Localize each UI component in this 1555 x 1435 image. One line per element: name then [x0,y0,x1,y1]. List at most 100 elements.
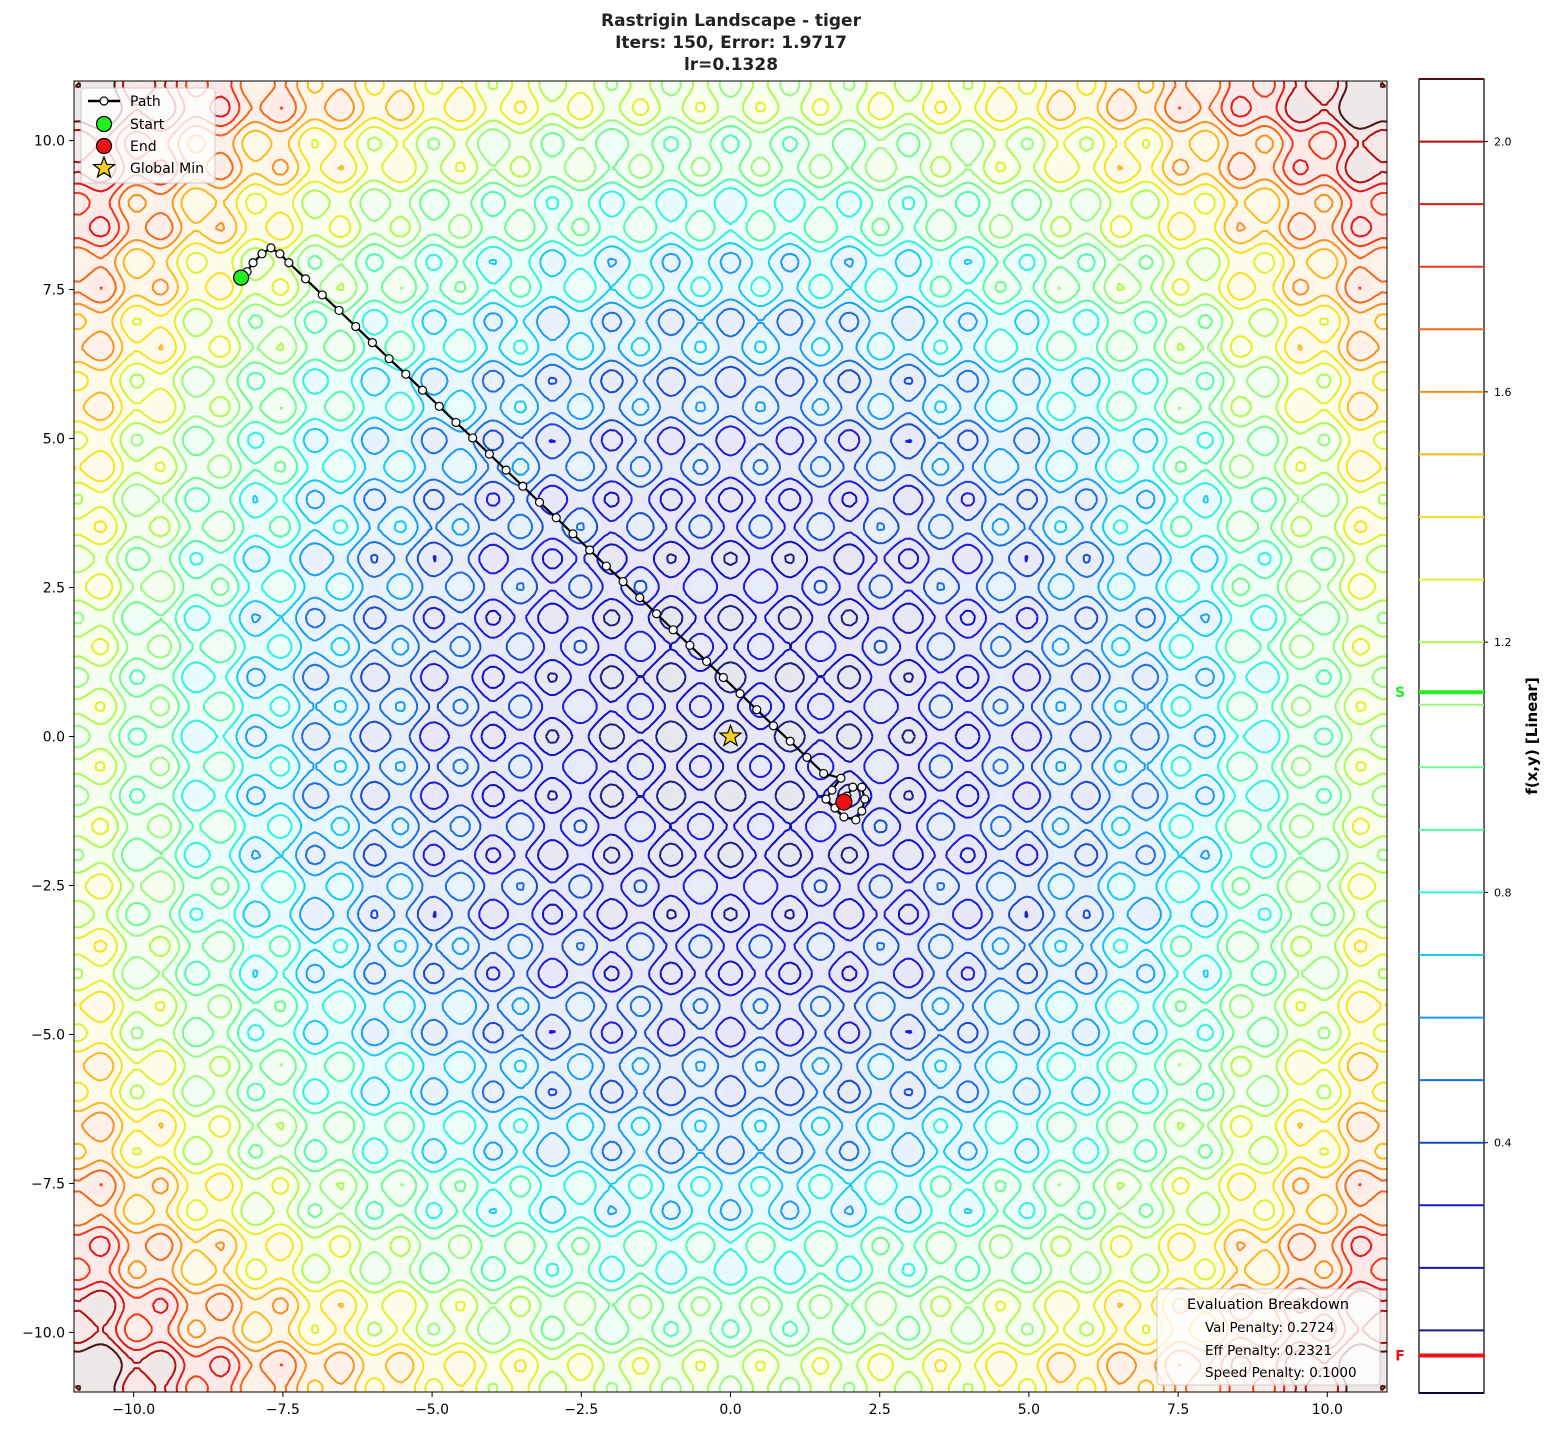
path-point [518,481,528,491]
x-tick-label: −5.0 [415,1402,449,1418]
chart-title-line-1: Rastrigin Landscape - tiger [601,11,862,31]
legend-label-global-min: Global Min [130,161,204,177]
path-point [266,243,276,253]
contour-level-1.5 [73,80,1388,1393]
path-point [534,497,545,507]
contour-level-0.1 [545,551,916,922]
path-point [601,561,611,571]
colorbar-tick-label: 1.6 [1494,386,1512,399]
x-tick-label: 5.0 [1018,1402,1040,1418]
x-tick-label: 7.5 [1167,1402,1189,1418]
path-point [317,290,327,300]
path-point [718,672,728,683]
x-tick-label: −7.5 [266,1402,300,1418]
path-point [668,625,678,635]
legend-label-path: Path [130,94,161,110]
path-point [351,321,361,332]
x-axis: −10.0 −7.5 −5.0 −2.5 0.0 2.5 5.0 7.5 10.0 [112,1392,1343,1418]
x-tick-label: −10.0 [112,1402,155,1418]
y-tick-label: −2.5 [31,878,65,894]
path-point [785,736,795,746]
path-point [284,258,294,268]
path-point [585,545,595,555]
path-point [752,705,762,715]
legend: Path Start End Global Min [80,87,216,184]
path-point [618,576,628,587]
path-point [702,656,712,667]
legend-label-start: Start [130,117,165,133]
path-point [848,782,858,792]
path-point [836,773,846,783]
path-point [384,354,394,364]
path-point [768,721,779,731]
path-point [401,369,411,379]
evaluation-breakdown-box: Evaluation Breakdown Val Penalty: 0.2724… [1156,1288,1381,1386]
path-point [367,338,378,348]
path-point [802,752,812,762]
path-point [468,433,478,443]
legend-label-end: End [130,139,157,155]
path-point [735,688,745,699]
colorbar-marker-label: S [1395,685,1405,701]
colorbar-label: f(x,y) [Linear] [1523,677,1541,794]
colorbar-tick-label: 2.0 [1494,136,1512,149]
contour-level-1.1 [73,80,1388,1393]
path-point [248,258,258,268]
y-tick-label: 0.0 [43,730,65,746]
path-point [821,794,831,804]
x-tick-label: 2.5 [869,1402,891,1418]
path-point [334,305,344,316]
contour-lines [73,80,1388,1393]
y-tick-label: −10.0 [22,1325,65,1341]
path-point [501,465,511,475]
y-tick-label: −5.0 [31,1027,65,1043]
legend-star-icon [91,155,117,179]
chart-title-line-2: Iters: 150, Error: 1.9717 [615,33,847,53]
path-point [568,529,578,539]
start-marker [233,269,250,286]
path-point [417,385,428,395]
path-point [635,593,645,603]
colorbar-tick-label: 0.4 [1494,1137,1512,1150]
contour-level-0.7 [235,242,1226,1231]
legend-end-marker [95,137,113,155]
path-point [827,785,837,795]
chart-title-line-3: lr=0.1328 [684,55,778,75]
path-point [839,812,849,822]
contour-level-0.9 [127,134,1334,1339]
contour-level-1.4 [73,80,1388,1393]
contour-level-1.6 [73,80,1388,1393]
path-point [451,417,461,428]
x-tick-label: −2.5 [564,1402,598,1418]
y-tick-label: 10.0 [34,134,65,150]
legend-start-marker [95,115,113,133]
path-point [275,249,285,259]
y-tick-label: 7.5 [43,283,65,299]
path-point [257,249,267,259]
global-min-star [718,723,743,747]
colorbar[interactable]: 0.4 0.8 1.2 1.6 2.0 S F [1395,78,1512,1394]
speed-penalty: Speed Penalty: 0.1000 [1205,1365,1357,1381]
path-point [300,274,311,284]
path-point [651,609,662,619]
path-point [434,401,444,411]
y-axis: −10.0 −7.5 −5.0 −2.5 0.0 2.5 5.0 7.5 10.0 [22,134,74,1341]
path-point [857,806,867,816]
path-point [685,640,695,650]
path-point [819,768,829,779]
end-marker [835,793,853,811]
y-tick-label: −7.5 [31,1176,65,1192]
path-point [851,815,861,825]
path-point [857,782,867,792]
contour-level-1.3 [73,80,1388,1393]
path-point [860,794,870,804]
contour-level-1.2 [73,80,1388,1393]
contour-level-0.4 [359,365,1102,1108]
contour-level-0.2 [480,486,981,987]
contour-level-0.8 [180,187,1281,1286]
path-point [484,449,494,459]
x-tick-label: 10.0 [1312,1402,1343,1418]
path-point [551,513,561,523]
colorbar-tick-label: 1.2 [1494,636,1512,649]
